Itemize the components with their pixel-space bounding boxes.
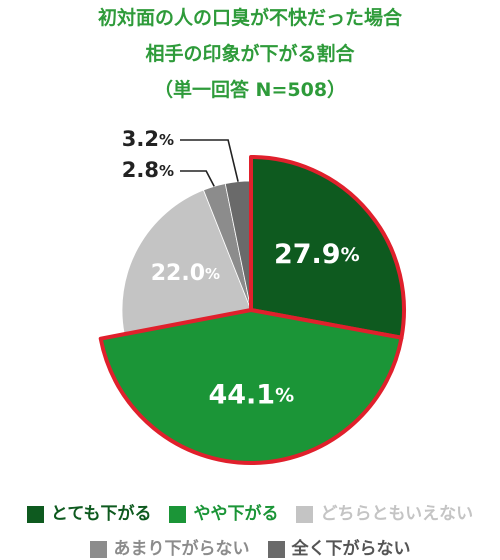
chart-subtitle: （単一回答 N=508）: [153, 79, 347, 101]
pie-chart: 27.9% 44.1% 22.0% 3.2% 2.8%: [98, 127, 406, 466]
legend-item: あまり下がらない: [89, 538, 250, 560]
legend-item: 全く下がらない: [267, 538, 411, 560]
legend-swatch: [89, 540, 107, 558]
chart-title-line1: 初対面の人の口臭が不快だった場合: [97, 7, 402, 29]
pie-slice-0: [249, 155, 406, 340]
legend-swatch: [169, 505, 187, 523]
legend-label: とても下がる: [50, 504, 152, 524]
pie-slice-2: [121, 189, 252, 335]
pie-slices: [98, 155, 406, 466]
legend-swatch: [267, 540, 285, 558]
leader-line-3: [180, 170, 215, 187]
legend-label: 全く下がらない: [291, 539, 411, 559]
data-label-2: 22.0%: [151, 261, 220, 286]
legend-label: あまり下がらない: [113, 539, 250, 559]
leader-line-4: [180, 139, 239, 182]
legend-row-1: とても下がる やや下がる どちらともいえない: [0, 503, 500, 525]
data-label-0: 27.9%: [274, 239, 360, 270]
data-label-3: 2.8%: [122, 158, 174, 182]
data-label-1: 44.1%: [208, 379, 294, 410]
legend-swatch: [296, 505, 314, 523]
pie-slice-1: [98, 308, 404, 466]
legend-item: やや下がる: [169, 503, 278, 525]
chart-title-line2: 相手の印象が下がる割合: [145, 43, 355, 65]
legend-item: どちらともいえない: [296, 503, 473, 525]
legend-label: どちらともいえない: [320, 504, 474, 524]
legend-swatch: [26, 505, 44, 523]
legend-row-2: あまり下がらない 全く下がらない: [0, 538, 500, 560]
legend-item: とても下がる: [26, 503, 152, 525]
data-label-4: 3.2%: [122, 127, 174, 151]
legend-label: やや下がる: [193, 504, 279, 524]
pie-labels: 27.9% 44.1% 22.0% 3.2% 2.8%: [122, 127, 360, 410]
